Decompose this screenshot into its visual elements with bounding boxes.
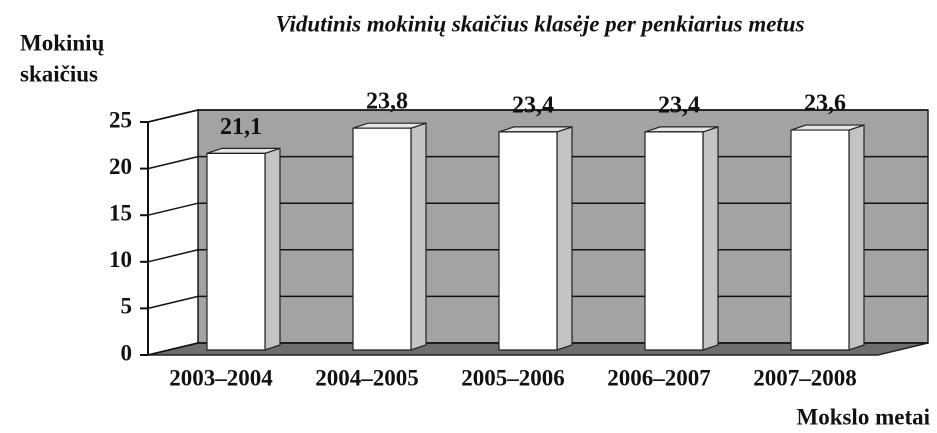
bar [644,126,719,351]
bar-top [644,126,719,133]
y-tick-label: 20 [109,154,132,179]
x-tick-label: 2004–2005 [315,365,419,390]
y-tick-label: 10 [109,247,132,272]
x-tick-label: 2005–2006 [461,365,565,390]
bar-side [848,124,865,351]
value-label: 23,8 [366,89,408,115]
x-tick-label: 2007–2008 [753,365,857,390]
bar-top [790,124,865,131]
bar [206,147,281,351]
grid-line [147,109,928,123]
bar [498,126,573,351]
bar-front [206,152,266,351]
side-wall [147,109,199,356]
y-axis-label: skaičius [20,61,98,86]
x-tick-label: 2006–2007 [607,365,711,390]
bar-front [790,129,850,351]
value-label: 23,4 [512,92,554,118]
chart-title: Vidutinis mokinių skaičius klasėje per p… [275,11,804,36]
y-tick-label: 5 [121,294,133,319]
bar-front [498,131,558,351]
value-label: 23,4 [658,92,700,118]
bar-side [264,147,281,351]
bar-top [498,126,573,133]
bar-front [352,127,412,351]
y-tick-label: 25 [109,107,132,132]
x-axis-label: Mokslo metai [796,404,930,429]
bar-top [206,147,281,154]
bar [352,122,427,351]
bar-front [644,131,704,351]
bar [790,124,865,351]
bar-side [410,122,427,351]
x-tick-label: 2003–2004 [169,365,273,390]
bar-top [352,122,427,129]
bar-side [702,126,719,351]
y-axis-label: Mokinių [20,30,105,55]
bar-side [556,126,573,351]
y-tick-label: 15 [109,200,132,225]
y-tick-label: 0 [121,340,133,365]
value-label: 23,6 [804,91,846,117]
value-label: 21,1 [220,114,262,140]
